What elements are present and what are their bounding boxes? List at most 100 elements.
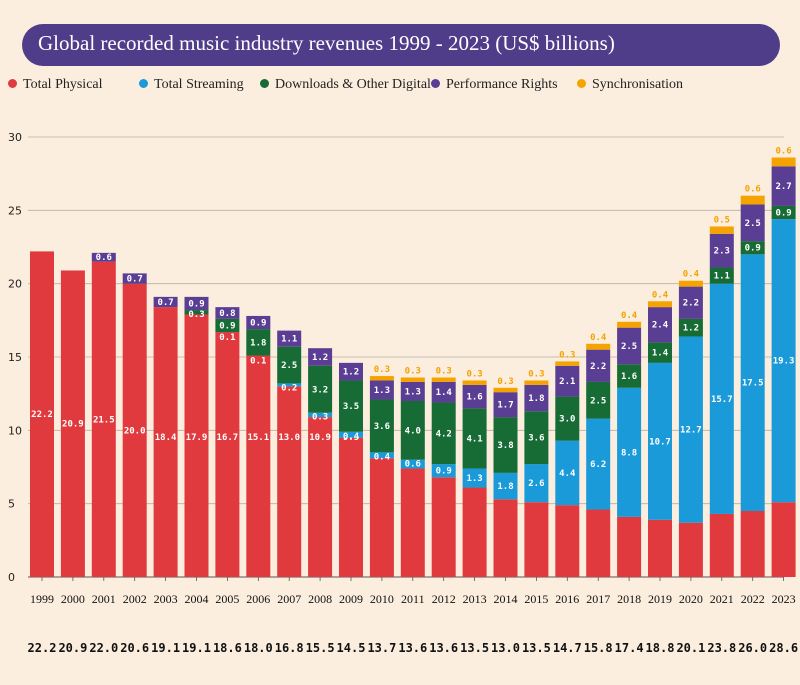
legend-label: Downloads & Other Digital <box>275 77 431 92</box>
bar-segment <box>740 511 765 577</box>
total-value-label: 20.6 <box>120 641 149 655</box>
bar-segment <box>400 401 425 460</box>
total-value-label: 22.0 <box>89 641 118 655</box>
bar-segment <box>648 307 672 343</box>
bar-value-label: 0.6 <box>405 460 421 470</box>
bar-value-label: 2.7 <box>775 182 791 192</box>
bar-value-label: 0.7 <box>127 275 143 285</box>
bar-value-label: 0.3 <box>559 350 575 360</box>
bar-segment <box>400 377 425 382</box>
bar-value-label: 0.9 <box>219 321 235 331</box>
total-value-label: 15.8 <box>584 641 613 655</box>
bar-value-label: 0.4 <box>374 452 391 462</box>
bar-value-label: 3.6 <box>374 422 390 432</box>
y-tick-label: 10 <box>8 424 22 437</box>
x-tick-label: 2017 <box>586 592 610 606</box>
bar-value-label: 3.0 <box>559 415 575 425</box>
bar-segment <box>493 387 518 393</box>
bar-segment <box>246 355 271 577</box>
x-tick-label: 2000 <box>61 592 85 606</box>
bar-segment <box>524 411 549 465</box>
bar-value-label: 13.0 <box>278 433 300 443</box>
bar-segment <box>555 440 580 506</box>
bar-value-label: 0.5 <box>714 215 730 225</box>
bar-segment <box>678 286 703 319</box>
x-tick-label: 2012 <box>432 592 456 606</box>
bar-segment <box>586 349 611 382</box>
bar-segment <box>339 437 363 577</box>
bar-segment <box>555 361 580 366</box>
bar-value-label: 0.3 <box>528 369 544 379</box>
bar-value-label: 0.8 <box>219 309 235 319</box>
bar-segment <box>555 505 580 577</box>
bar-segment <box>678 280 703 287</box>
bar-value-label: 2.2 <box>683 299 699 309</box>
x-tick-label: 2014 <box>494 592 518 606</box>
bar-segment <box>431 381 456 403</box>
bar-segment <box>246 329 271 356</box>
total-value-label: 16.8 <box>275 641 304 655</box>
total-value-label: 20.1 <box>676 641 705 655</box>
total-value-label: 19.1 <box>151 641 180 655</box>
bar-value-label: 6.2 <box>590 460 606 470</box>
bar-value-label: 1.3 <box>405 387 421 397</box>
bar-segment <box>709 283 734 514</box>
chart-title-banner: Global recorded music industry revenues … <box>22 24 780 66</box>
bar-segment <box>339 380 363 432</box>
bar-value-label: 0.3 <box>436 367 452 377</box>
x-tick-label: 2011 <box>401 592 425 606</box>
bar-segment <box>91 261 116 577</box>
bar-value-label: 4.1 <box>466 434 482 444</box>
y-tick-label: 0 <box>8 571 15 584</box>
bar-segment <box>709 226 734 234</box>
bar-value-label: 15.7 <box>711 395 733 405</box>
bar-segment <box>771 502 796 577</box>
bar-segment <box>122 273 147 284</box>
x-tick-label: 2016 <box>555 592 579 606</box>
bar-segment <box>586 509 611 577</box>
bar-value-label: 2.3 <box>714 247 730 257</box>
bar-value-label: 18.4 <box>155 433 177 443</box>
bar-segment <box>493 499 518 577</box>
bar-segment <box>369 376 394 381</box>
bar-segment <box>339 362 363 381</box>
bar-segment <box>60 270 85 577</box>
bar-value-label: 0.4 <box>590 333 607 343</box>
bar-value-label: 1.1 <box>281 335 297 345</box>
bar-segment <box>617 327 642 365</box>
bar-value-label: 0.9 <box>250 319 266 329</box>
bar-segment <box>709 267 734 284</box>
bar-value-label: 1.6 <box>466 393 482 403</box>
bar-segment <box>709 513 734 577</box>
bar-value-label: 8.8 <box>621 448 637 458</box>
bar-value-label: 0.2 <box>281 383 297 393</box>
bar-value-label: 1.8 <box>497 482 513 492</box>
legend-item-downloads: Downloads & Other Digital <box>260 77 431 93</box>
x-tick-label: 2023 <box>772 592 796 606</box>
bar-segment <box>431 477 456 577</box>
bar-value-label: 15.1 <box>247 433 269 443</box>
bar-segment <box>215 318 240 333</box>
legend-item-performance: Performance Rights <box>431 77 558 93</box>
x-tick-label: 2022 <box>741 592 765 606</box>
bar-value-label: 0.6 <box>745 185 761 195</box>
bar-segment <box>648 362 672 520</box>
bar-segment <box>555 365 580 397</box>
bar-segment <box>184 310 209 315</box>
total-value-label: 13.5 <box>522 641 551 655</box>
bar-segment <box>308 412 333 418</box>
legend-label: Performance Rights <box>446 77 558 92</box>
bar-segment <box>462 380 487 385</box>
bar-segment <box>400 381 425 401</box>
bar-value-label: 1.2 <box>312 353 328 363</box>
y-tick-label: 30 <box>8 131 22 144</box>
x-tick-label: 2010 <box>370 592 394 606</box>
total-value-label: 18.8 <box>646 641 675 655</box>
x-tick-label: 2002 <box>123 592 147 606</box>
total-value-label: 28.6 <box>769 641 798 655</box>
bar-value-label: 3.5 <box>343 402 359 412</box>
bar-value-label: 0.9 <box>745 244 761 254</box>
bar-value-label: 0.6 <box>96 253 112 263</box>
bar-segment <box>215 332 240 577</box>
